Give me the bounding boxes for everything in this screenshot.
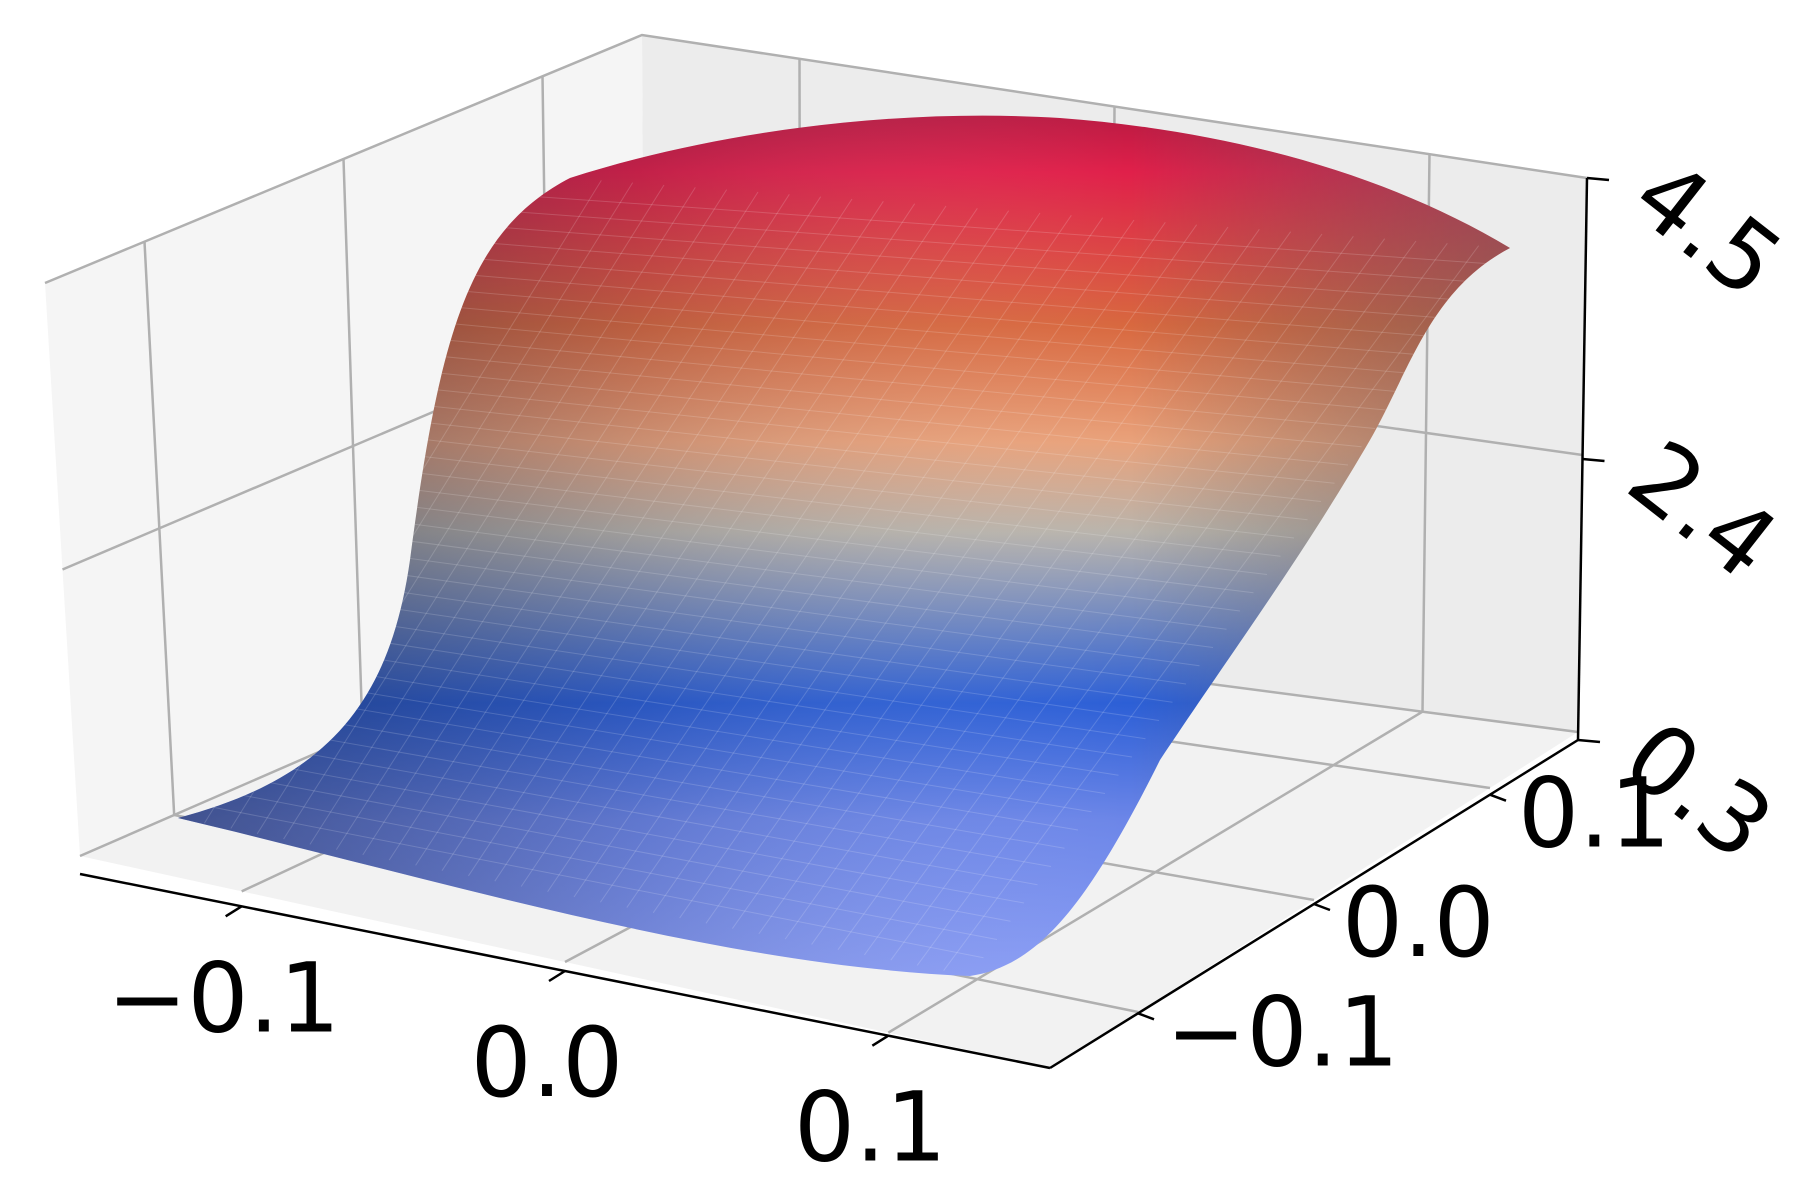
x-tick-label: −0.1 (107, 942, 340, 1054)
surface-mesh-line (285, 609, 1146, 740)
surface-mesh-line (334, 513, 1227, 630)
y-tick-label: 0.1 (1518, 758, 1671, 870)
surface-mesh-line (243, 689, 1079, 831)
surface-mesh-line (335, 191, 759, 850)
surface-mesh-line (342, 497, 1241, 612)
surface-mesh-line (400, 385, 1335, 484)
surface-mesh-line (441, 201, 884, 871)
z-tick-label: 4.5 (1613, 138, 1800, 320)
y-tick-mark (1137, 1012, 1155, 1021)
x-tick-mark (225, 905, 243, 918)
surface-mesh-line (679, 222, 1166, 919)
surface-mesh-line (731, 226, 1229, 929)
surface-mesh-line (293, 593, 1160, 721)
surface-mesh-line (359, 465, 1268, 575)
surface-mesh-line (811, 233, 1323, 945)
surface-mesh-line (890, 240, 1417, 961)
surface-mesh-line (626, 217, 1104, 908)
y-tick-mark (1313, 902, 1331, 912)
surface-mesh-line (309, 189, 728, 845)
x-tick-label: 0.0 (471, 1007, 624, 1119)
surface-mesh-line (362, 194, 790, 856)
surface-mesh-line (467, 203, 916, 877)
surface-mesh-line (392, 401, 1322, 502)
surface-mesh-line (520, 208, 978, 887)
surface-mesh-line (318, 545, 1200, 667)
surface-mesh-line (384, 417, 1308, 521)
z-tick-mark (1577, 738, 1601, 744)
x-tick-label: 0.1 (794, 1072, 947, 1184)
surface-mesh-line (483, 225, 1470, 302)
surface-mesh-line (235, 705, 1065, 849)
surface-mesh-line (408, 369, 1349, 466)
surface-mesh-line (705, 224, 1198, 924)
surface-mesh-line (326, 529, 1214, 648)
surface-mesh-line (837, 236, 1354, 950)
surface-mesh-line (425, 337, 1376, 429)
y-tick-label: 0.0 (1342, 867, 1495, 979)
surface-mesh-line (415, 198, 853, 866)
surface-mesh-line (283, 187, 696, 840)
surface-mesh-line (441, 305, 1403, 393)
surface-mesh-line (652, 219, 1135, 914)
surface-mesh-line (375, 433, 1295, 539)
surface-mesh-line (367, 449, 1281, 557)
surface-mesh-line (252, 673, 1092, 813)
surface-mesh-line (227, 721, 1052, 867)
tick-marks (225, 176, 1610, 1047)
surface-mesh-line (388, 196, 822, 861)
y-tick-label: −0.1 (1166, 976, 1399, 1088)
x-tick-mark (871, 1034, 889, 1047)
surface-mesh-line (494, 205, 947, 882)
z-tick-label: 2.4 (1608, 419, 1797, 601)
surface-mesh (186, 180, 1497, 972)
surface-mesh-line (784, 231, 1292, 940)
surface-mesh-line (276, 625, 1133, 758)
surface-mesh-line (186, 801, 984, 959)
surface-mesh-line (202, 769, 1011, 922)
surface-mesh-line (219, 737, 1038, 886)
surface-mesh-line (450, 289, 1416, 375)
surface-mesh-line (210, 753, 1025, 904)
surface-mesh-line (573, 212, 1041, 898)
surface-mesh-line (758, 229, 1260, 935)
surface-mesh-line (309, 561, 1187, 685)
y-tick-mark (1489, 793, 1507, 802)
surface-mesh-line (458, 273, 1430, 356)
surface-mesh-line (863, 238, 1386, 956)
surface-mesh-line (547, 210, 1010, 893)
surface-mesh-line (474, 241, 1457, 320)
z-tick-mark (1582, 457, 1605, 463)
surface-mesh-line (491, 209, 1484, 283)
surface-mesh-line (301, 577, 1173, 703)
surface-mesh-line (351, 481, 1254, 594)
surface-mesh-line (499, 193, 1497, 265)
surface-mesh-line (260, 657, 1106, 794)
surface-mesh-line (417, 353, 1362, 448)
surface-mesh-line (599, 215, 1072, 903)
surface-mesh-line (268, 641, 1119, 776)
z-grid-line (44, 33, 1588, 285)
surface-mesh-line (916, 243, 1448, 966)
surface-mesh-line (194, 785, 998, 940)
surface-mesh-line (943, 245, 1480, 972)
z-tick-mark (1586, 176, 1610, 182)
surface-mesh-line (466, 257, 1443, 338)
x-tick-mark (548, 969, 566, 983)
surface-mesh-line (433, 321, 1389, 411)
